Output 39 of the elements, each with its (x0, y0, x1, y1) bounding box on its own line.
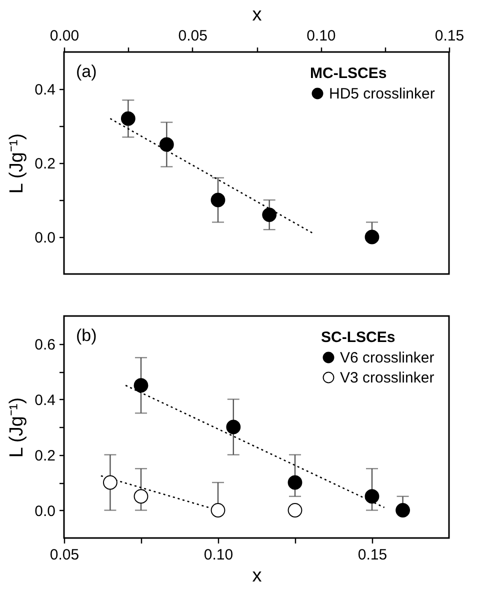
point (159, 137, 174, 152)
y-tick-label: 0.6 (34, 336, 56, 354)
y-tick-label: 0.2 (34, 447, 56, 464)
y-tick-label: 0.2 (34, 156, 56, 172)
legend-label: V3 crosslinker (340, 370, 434, 386)
y-tick-label: 0.0 (34, 230, 56, 246)
point (396, 503, 410, 518)
point (364, 230, 380, 244)
point (120, 111, 136, 126)
legend-title: MC-LSCEs (310, 65, 387, 82)
y-tick-label: 0.4 (34, 392, 56, 409)
legend-title: SC-LSCEs (321, 329, 396, 346)
point (262, 208, 277, 222)
x-tick-label: 0.15 (358, 546, 388, 564)
x-tick-label: 0.00 (50, 28, 80, 44)
annotation: (b) (76, 326, 97, 345)
point (226, 420, 241, 434)
x-tick-label: 0.15 (434, 28, 464, 44)
point (134, 378, 148, 393)
point (288, 503, 302, 518)
x-tick-label: 0.05 (178, 28, 208, 44)
point (288, 475, 302, 490)
point (134, 489, 148, 504)
point (210, 503, 226, 518)
y-axis-title: L (Jg⁻¹) (6, 133, 28, 194)
y-tick-label: 0.4 (34, 82, 56, 98)
x-tick-label: 0.10 (204, 546, 234, 564)
x-tick-label: 0.05 (50, 546, 80, 564)
annotation: (a) (76, 62, 97, 81)
y-tick-label: 0.0 (34, 502, 56, 520)
point (364, 489, 380, 504)
point (210, 192, 226, 208)
x-axis-title: x (252, 4, 262, 26)
point (102, 475, 118, 490)
legend-label: V6 crosslinker (340, 350, 434, 366)
legend-label: HD5 crosslinker (329, 86, 435, 102)
x-tick-label: 0.10 (306, 28, 336, 44)
x-axis-title: x (252, 566, 262, 586)
y-axis-title: L (Jg⁻¹) (6, 397, 28, 458)
